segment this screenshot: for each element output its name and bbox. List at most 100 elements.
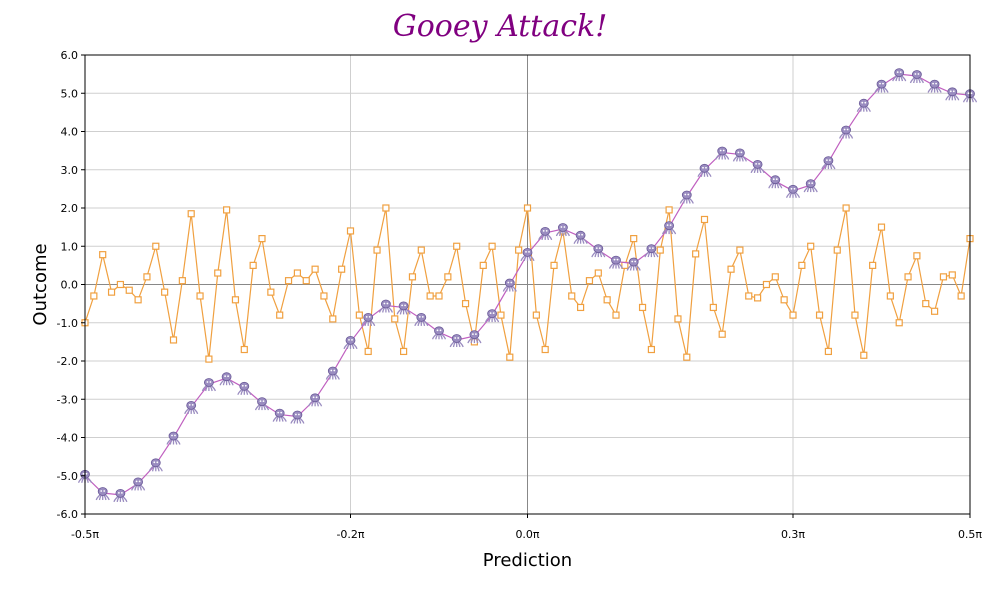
octopus-eye bbox=[153, 461, 156, 464]
octopus-head bbox=[894, 68, 905, 77]
y-tick-label: -4.0 bbox=[57, 432, 78, 445]
octopus-tentacle bbox=[158, 465, 163, 472]
octopus-eye bbox=[368, 316, 371, 318]
octopus-tentacle bbox=[105, 494, 110, 501]
orange-square-marker bbox=[930, 307, 939, 315]
orange-square-marker bbox=[107, 288, 116, 296]
orange-square-marker bbox=[293, 269, 301, 277]
octopus-marker bbox=[945, 87, 960, 101]
octopus-eye bbox=[298, 413, 300, 416]
octopus-head bbox=[841, 125, 851, 135]
octopus-eye bbox=[528, 251, 530, 253]
octopus-tentacle bbox=[608, 263, 614, 269]
x-tick-label: -0.2π bbox=[336, 528, 364, 541]
orange-square-marker bbox=[532, 311, 540, 319]
octopus-eye bbox=[719, 149, 722, 152]
octopus-marker bbox=[467, 330, 482, 344]
y-axis-label: Outcome bbox=[30, 243, 51, 325]
octopus-tentacle bbox=[785, 192, 791, 198]
octopus-tentacle bbox=[883, 87, 889, 93]
orange-square-marker bbox=[258, 235, 266, 243]
y-tick-label: -3.0 bbox=[57, 393, 78, 406]
octopus-eye bbox=[510, 281, 513, 284]
orange-square-marker bbox=[196, 292, 204, 300]
octopus-head bbox=[487, 309, 498, 319]
octopus-tentacle bbox=[927, 87, 933, 93]
octopus-tentacle bbox=[972, 96, 978, 103]
octopus-marker bbox=[414, 312, 429, 327]
octopus-tentacle bbox=[600, 251, 606, 258]
octopus-eye bbox=[277, 411, 280, 414]
orange-square-marker bbox=[948, 271, 956, 279]
octopus-head bbox=[770, 175, 781, 185]
octopus-eye bbox=[793, 187, 796, 190]
octopus-eye bbox=[156, 461, 159, 464]
octopus-eye bbox=[935, 82, 937, 85]
octopus-tentacle bbox=[299, 418, 305, 424]
octopus-eye bbox=[722, 149, 725, 152]
octopus-tentacle bbox=[290, 418, 296, 424]
octopus-eye bbox=[649, 247, 651, 249]
octopus-tentacle bbox=[848, 133, 854, 139]
octopus-head bbox=[858, 98, 869, 108]
octopus-marker bbox=[449, 334, 464, 348]
octopus-eye bbox=[171, 434, 173, 437]
orange-square-marker bbox=[426, 292, 434, 300]
octopus-head bbox=[97, 487, 108, 496]
octopus-head bbox=[363, 312, 374, 322]
octopus-head bbox=[257, 397, 267, 407]
octopus-eye bbox=[967, 92, 970, 95]
octopus-head bbox=[752, 159, 763, 169]
octopus-tentacle bbox=[538, 234, 543, 241]
octopus-head bbox=[150, 458, 161, 468]
octopus-tentacle bbox=[706, 171, 712, 177]
octopus-eye bbox=[879, 82, 881, 85]
octopus-head bbox=[203, 378, 214, 387]
octopus-tentacle bbox=[512, 286, 517, 292]
orange-square-marker bbox=[214, 269, 222, 277]
octopus-head bbox=[593, 244, 604, 254]
orange-square-marker bbox=[913, 252, 921, 260]
octopus-tentacle bbox=[441, 333, 447, 340]
x-tick-label: 0.5π bbox=[958, 528, 982, 541]
octopus-head bbox=[823, 156, 834, 166]
octopus-eye bbox=[669, 224, 672, 226]
octopus-tentacle bbox=[431, 333, 437, 340]
orange-square-marker bbox=[400, 347, 408, 356]
series-layer bbox=[77, 68, 978, 503]
orange-square-marker bbox=[506, 353, 514, 361]
octopus-marker bbox=[520, 247, 535, 262]
octopus-eye bbox=[103, 490, 106, 492]
orange-square-marker bbox=[789, 311, 797, 319]
orange-square-marker bbox=[223, 206, 231, 214]
y-tick-label: 3.0 bbox=[61, 164, 79, 177]
series-orange bbox=[81, 204, 974, 363]
orange-square-marker bbox=[338, 265, 346, 273]
octopus-eye bbox=[563, 226, 566, 228]
octopus-eye bbox=[421, 316, 424, 318]
octopus-eye bbox=[333, 369, 336, 372]
octopus-eye bbox=[578, 233, 580, 236]
octopus-tentacle bbox=[679, 198, 685, 204]
orange-square-marker bbox=[603, 296, 611, 304]
y-tick-label: 6.0 bbox=[61, 49, 79, 62]
orange-square-marker bbox=[922, 300, 930, 308]
octopus-tentacle bbox=[343, 343, 349, 350]
octopus-tentacle bbox=[254, 404, 260, 411]
octopus-tentacle bbox=[308, 400, 313, 407]
tick-layer: -6.0 -5.0 -4.0 -3.0 -2.0 -1.0 0.0 1.0 2.0 3.0 4.0 5… bbox=[57, 49, 983, 541]
octopus-eye bbox=[401, 304, 403, 307]
octopus-eye bbox=[755, 163, 757, 165]
octopus-marker bbox=[361, 312, 376, 327]
octopus-marker bbox=[378, 299, 393, 313]
octopus-eye bbox=[489, 312, 492, 314]
octopus-marker bbox=[166, 431, 181, 445]
octopus-eye bbox=[348, 339, 350, 341]
octopus-tentacle bbox=[742, 155, 747, 162]
octopus-eye bbox=[829, 159, 831, 161]
octopus-eye bbox=[418, 316, 421, 318]
octopus-head bbox=[735, 148, 745, 158]
octopus-eye bbox=[224, 375, 226, 378]
octopus-tentacle bbox=[175, 439, 181, 445]
octopus-tentacle bbox=[768, 182, 773, 189]
